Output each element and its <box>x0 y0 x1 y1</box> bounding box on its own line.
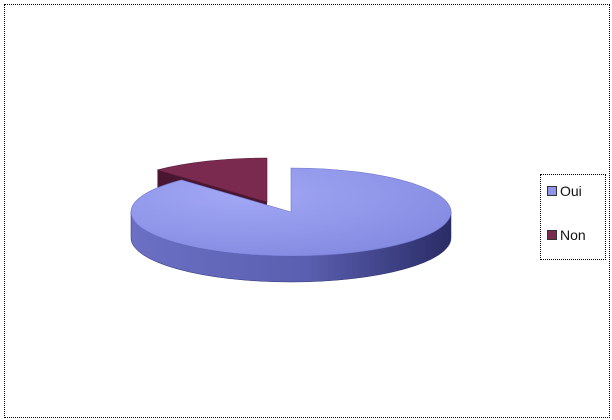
legend-label-oui: Oui <box>560 183 582 199</box>
pie-slice-oui <box>130 167 452 257</box>
pie-slice-non <box>156 157 268 203</box>
legend-label-non: Non <box>560 227 586 243</box>
legend-swatch-oui <box>547 186 557 196</box>
legend-item-oui: Oui <box>547 183 582 199</box>
legend-swatch-non <box>547 230 557 240</box>
legend: Oui Non <box>540 174 606 260</box>
legend-item-non: Non <box>547 227 586 243</box>
